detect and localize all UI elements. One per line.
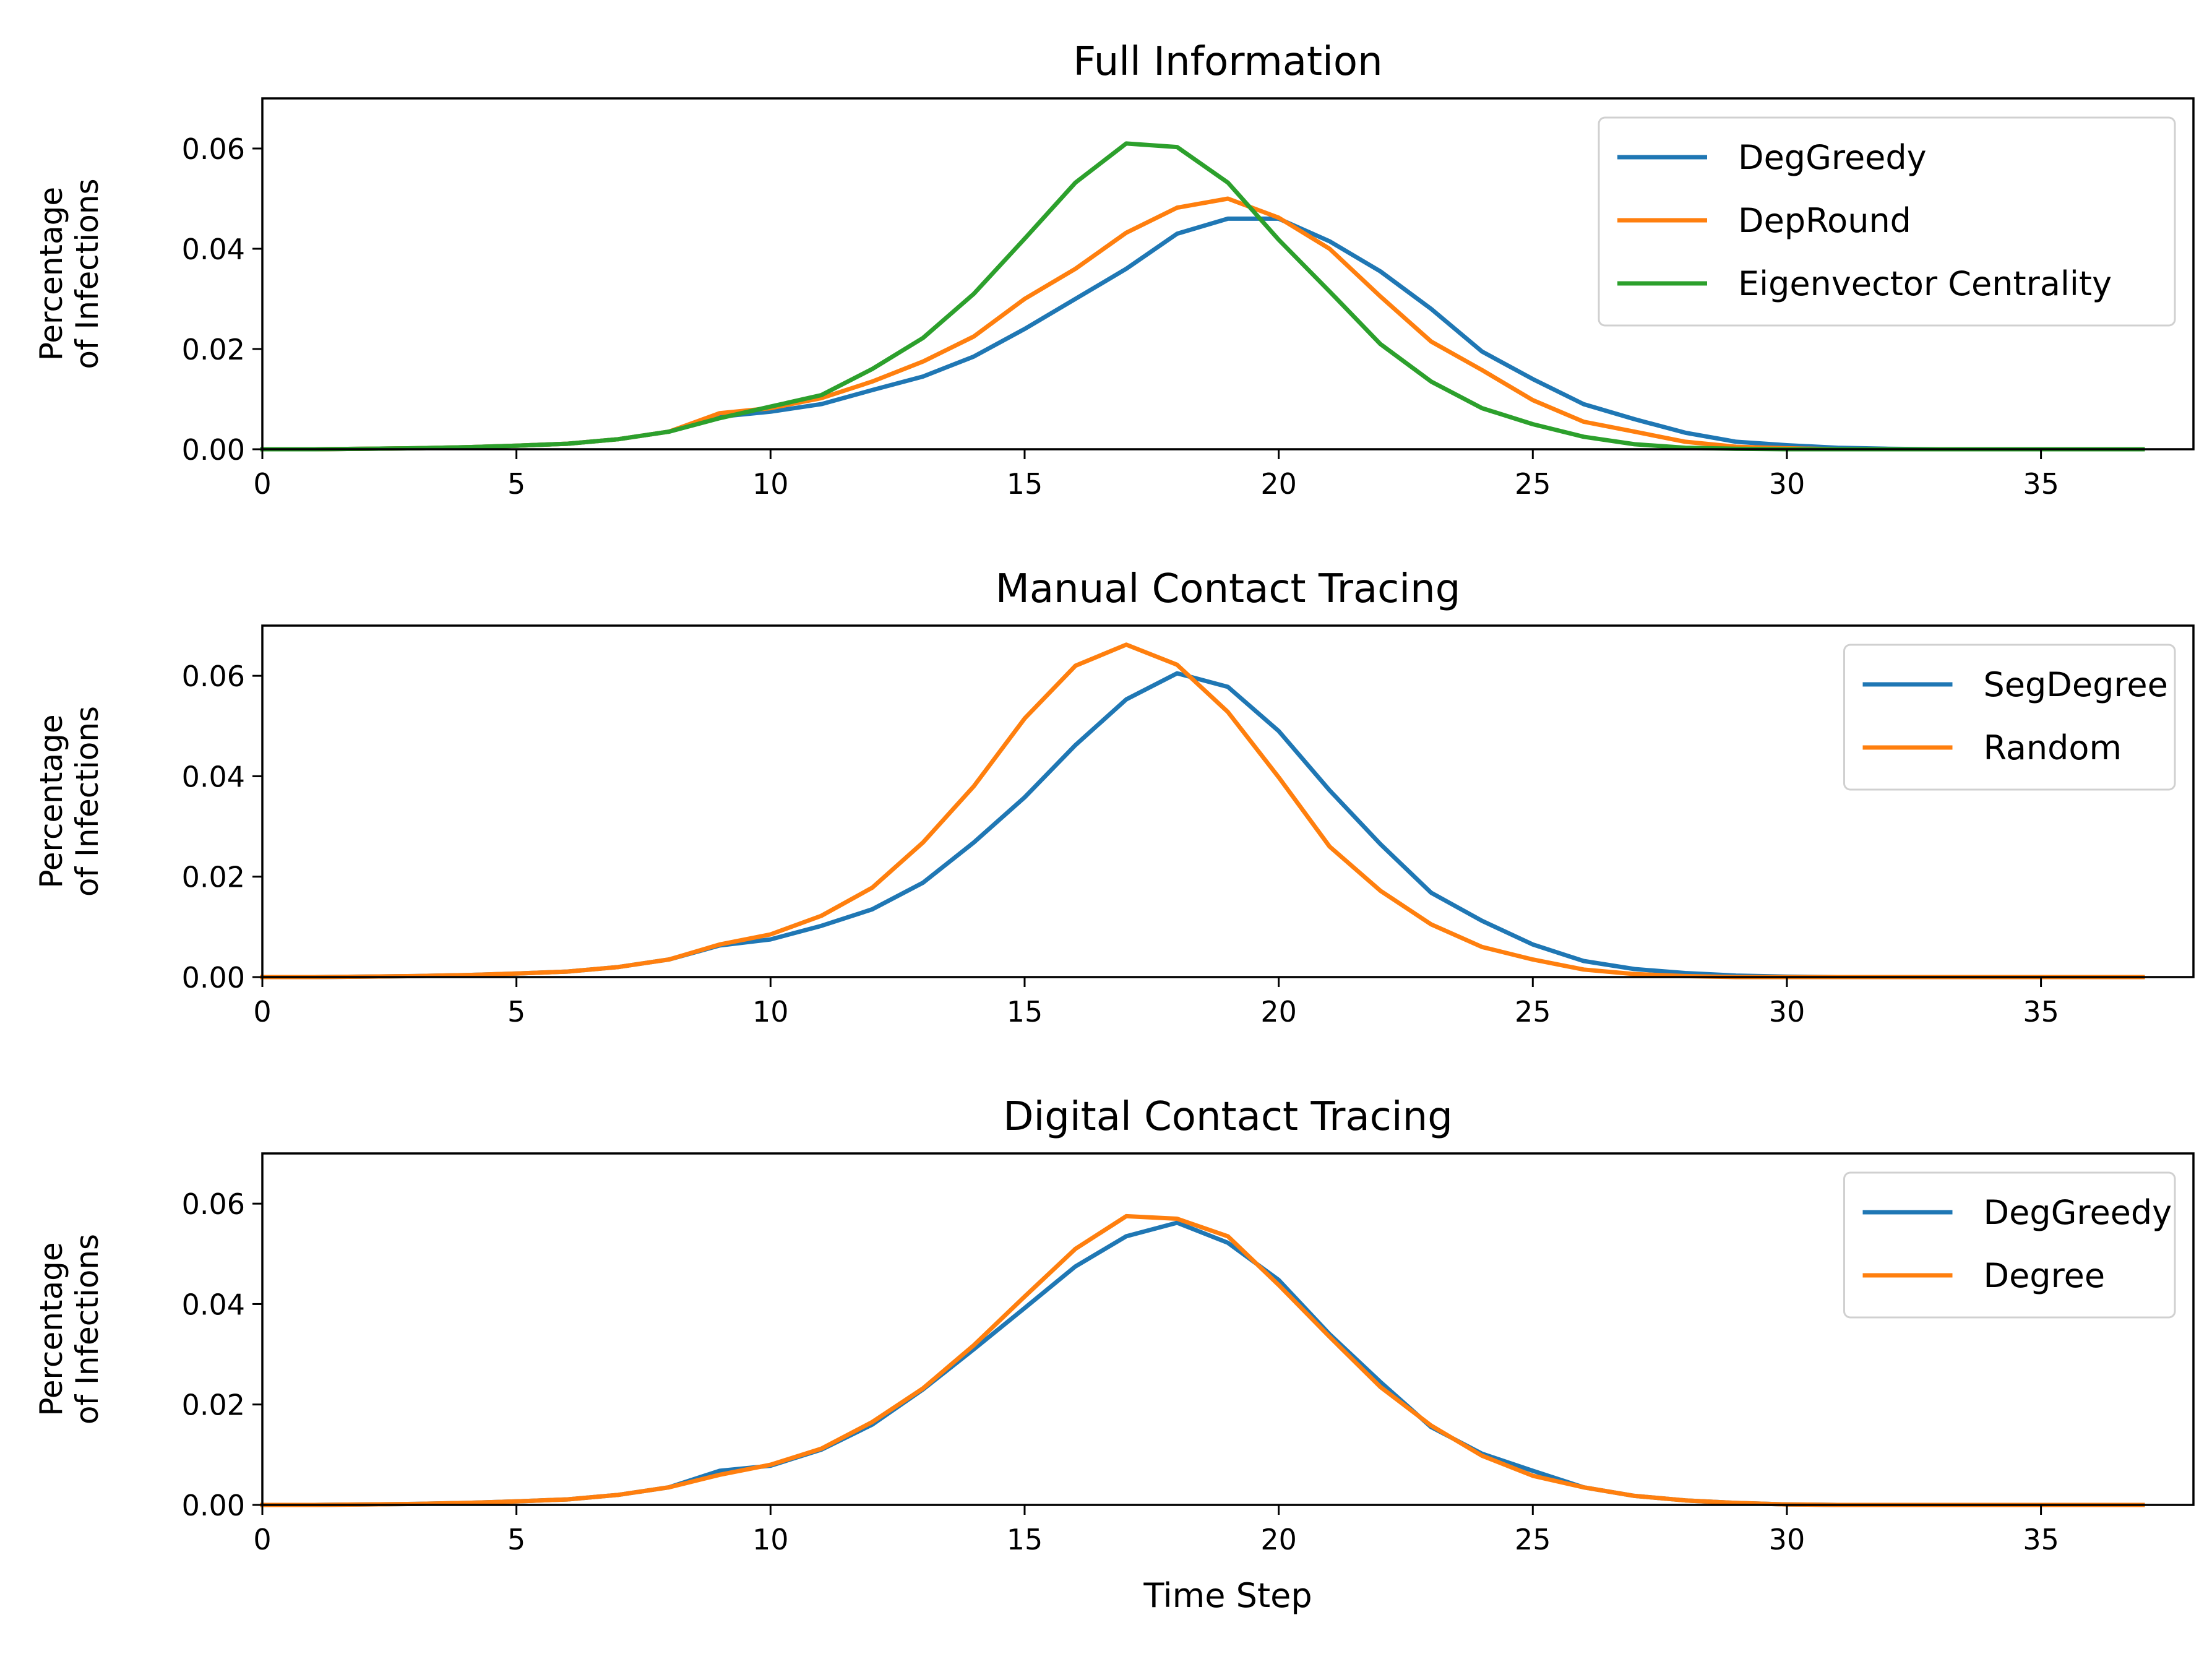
- panel-2-title: Manual Contact Tracing: [996, 566, 1461, 612]
- panel-2-plot-frame: [261, 624, 2195, 978]
- panel-2-x-tick-label-3: 15: [1007, 995, 1043, 1028]
- panel-1-legend: DegGreedy DepRound Eigenvector Centrality: [1598, 116, 2176, 327]
- panel-2-legend-label-1: SegDegree: [1984, 665, 2168, 704]
- panel-1-y-tick-label-1: 0.02: [182, 333, 245, 366]
- panel-3-x-tick-label-2: 10: [752, 1523, 789, 1556]
- panel-3-marks: 0 5 10 15 20 25 30 350.000.020.040.06 DegGreedyD…: [182, 1152, 2195, 1556]
- panel-3-ylabel-line-2: of Infections: [69, 1234, 105, 1424]
- panel-3-x-tick-label-1: 5: [507, 1523, 525, 1556]
- panel-3-y-tick-label-2: 0.04: [182, 1288, 245, 1321]
- panel-3-plot-frame: [261, 1152, 2195, 1506]
- panel-3: Digital Contact Tracing Percentage of In…: [33, 1094, 2195, 1615]
- panel-3-title: Digital Contact Tracing: [1003, 1094, 1453, 1140]
- panel-2-ylabel-line-1: Percentage: [33, 714, 69, 888]
- panel-1-plot-frame: [261, 97, 2195, 450]
- panel-2-marks: 0 5 10 15 20 25 30 35 0.00 0.02 0.04 0.06 SegDegree R…: [182, 624, 2195, 1028]
- panel-3-x-tick-label-0: 0: [253, 1523, 271, 1556]
- panel-3-x-tick-label-7: 35: [2023, 1523, 2059, 1556]
- panel-3-x-tick-label-5: 25: [1515, 1523, 1551, 1556]
- panel-3-y-tick-label-0: 0.00: [182, 1489, 245, 1522]
- panel-1-y-tick-label-3: 0.06: [182, 132, 245, 166]
- panel-1-y-tick-label-2: 0.04: [182, 233, 245, 266]
- panel-3-x-tick-label-3: 15: [1007, 1523, 1043, 1556]
- panel-2-x-tick-label-2: 10: [752, 995, 789, 1028]
- panel-2: Manual Contact Tracing Percentage of Inf…: [33, 566, 2195, 1028]
- panel-1-legend-label-1: DegGreedy: [1738, 138, 1927, 177]
- panel-1-y-tick-label-0: 0.00: [182, 433, 245, 467]
- panel-1-x-tick-label-6: 30: [1769, 467, 1805, 501]
- panel-1-x-tick-label-0: 0: [253, 467, 271, 501]
- panel-2-y-tick-label-2: 0.04: [182, 760, 245, 793]
- panel-2-x-tick-label-7: 35: [2023, 995, 2059, 1028]
- panel-1-marks: 0 5 10 15 20 25 30 350.000.020.040.06 DegGreedyD…: [182, 97, 2195, 501]
- panel-3-legend-label-2: Degree: [1984, 1256, 2106, 1295]
- panel-3-legend-label-1: DegGreedy: [1984, 1193, 2172, 1232]
- panel-1-x-tick-label-1: 5: [507, 467, 525, 501]
- panel-2-x-tick-label-1: 5: [507, 995, 525, 1028]
- panel-3-xlabel: Time Step: [1143, 1576, 1312, 1615]
- panel-1-ylabel-line-2: of Infections: [69, 178, 105, 369]
- panel-1-x-tick-label-4: 20: [1260, 467, 1297, 501]
- panel-1-x-tick-label-2: 10: [752, 467, 789, 501]
- panel-3-legend: DegGreedy Degree: [1843, 1171, 2176, 1319]
- panel-2-ylabel-line-2: of Infections: [69, 706, 105, 897]
- panel-2-x-tick-label-5: 25: [1515, 995, 1551, 1028]
- panel-3-legend-box: [1843, 1171, 2176, 1319]
- panel-1-title: Full Information: [1073, 39, 1382, 85]
- panel-2-y-tick-label-3: 0.06: [182, 660, 245, 693]
- panel-1-x-tick-label-5: 25: [1515, 467, 1551, 501]
- panel-1-ylabel-line-1: Percentage: [33, 187, 69, 361]
- panel-2-y-tick-label-1: 0.02: [182, 861, 245, 894]
- panel-1-legend-box: [1598, 116, 2176, 327]
- panel-1-legend-label-2: DepRound: [1738, 201, 1911, 240]
- panel-1: Full Information Percentage of Infection…: [33, 39, 2195, 501]
- panel-3-y-tick-label-3: 0.06: [182, 1187, 245, 1221]
- panel-2-legend: SegDegree Random: [1843, 644, 2176, 791]
- panel-1-legend-label-3: Eigenvector Centrality: [1738, 264, 2112, 303]
- panel-3-x-tick-label-6: 30: [1769, 1523, 1805, 1556]
- panel-1-x-tick-label-7: 35: [2023, 467, 2059, 501]
- panel-2-legend-box: [1843, 644, 2176, 791]
- panel-3-ylabel-line-1: Percentage: [33, 1242, 69, 1416]
- panel-2-x-tick-label-4: 20: [1260, 995, 1297, 1028]
- panel-2-y-tick-label-0: 0.00: [182, 961, 245, 994]
- panel-1-x-tick-label-3: 15: [1007, 467, 1043, 501]
- panel-2-legend-label-2: Random: [1984, 728, 2122, 767]
- panel-2-x-tick-label-6: 30: [1769, 995, 1805, 1028]
- panel-2-x-tick-label-0: 0: [253, 995, 271, 1028]
- panel-3-x-tick-label-4: 20: [1260, 1523, 1297, 1556]
- panel-3-y-tick-label-1: 0.02: [182, 1389, 245, 1422]
